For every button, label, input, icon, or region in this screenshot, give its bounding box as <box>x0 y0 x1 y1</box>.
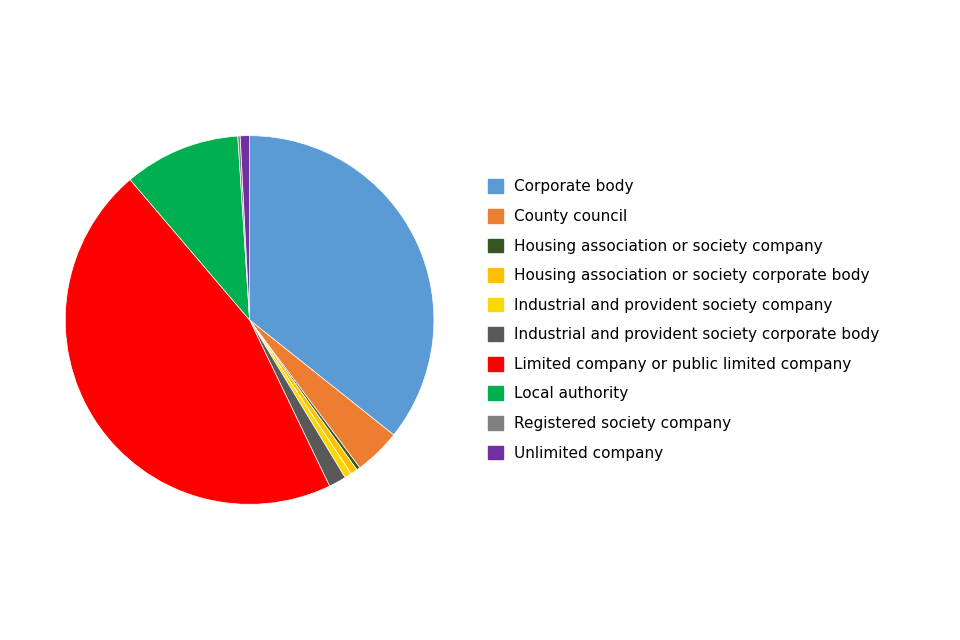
Wedge shape <box>250 320 346 486</box>
Wedge shape <box>65 180 329 504</box>
Wedge shape <box>240 136 250 320</box>
Wedge shape <box>250 320 360 470</box>
Wedge shape <box>131 136 250 320</box>
Legend: Corporate body, County council, Housing association or society company, Housing : Corporate body, County council, Housing … <box>488 179 878 461</box>
Wedge shape <box>250 320 394 468</box>
Wedge shape <box>250 320 357 474</box>
Wedge shape <box>250 136 434 435</box>
Wedge shape <box>238 136 250 320</box>
Wedge shape <box>250 320 351 477</box>
